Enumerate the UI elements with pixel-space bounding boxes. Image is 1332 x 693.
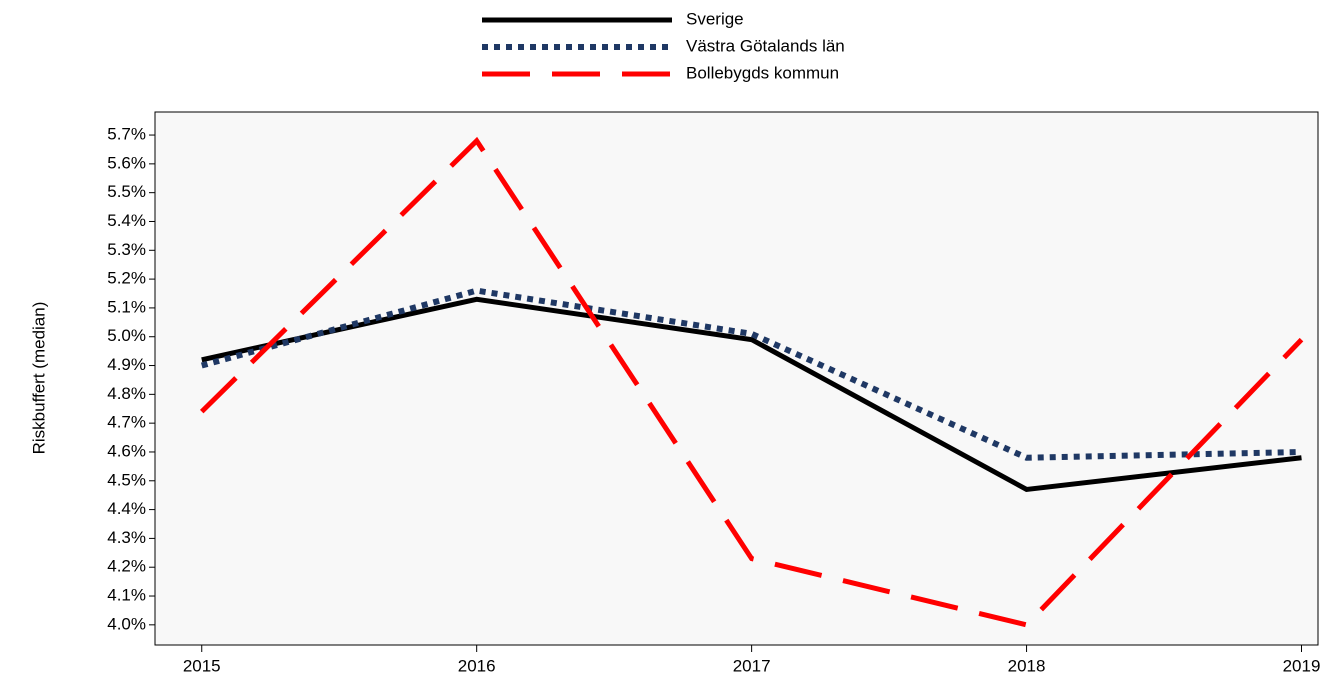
y-tick-label: 5.0% — [107, 326, 146, 345]
x-tick-label: 2017 — [733, 656, 771, 675]
y-tick-label: 4.1% — [107, 586, 146, 605]
y-tick-label: 5.4% — [107, 211, 146, 230]
y-tick-label: 5.6% — [107, 153, 146, 172]
y-tick-label: 4.2% — [107, 557, 146, 576]
y-tick-label: 5.1% — [107, 297, 146, 316]
y-tick-label: 5.7% — [107, 125, 146, 144]
y-tick-label: 5.3% — [107, 240, 146, 259]
x-tick-label: 2018 — [1008, 656, 1046, 675]
y-axis-label: Riskbuffert (median) — [29, 302, 48, 455]
series-line — [199, 136, 1304, 628]
y-tick-label: 4.4% — [107, 499, 146, 518]
y-tick-label: 4.9% — [107, 355, 146, 374]
legend-label: Bollebygds kommun — [686, 63, 839, 82]
series-line — [201, 296, 1302, 492]
y-tick-label: 4.6% — [107, 441, 146, 460]
y-tick-label: 5.5% — [107, 182, 146, 201]
legend-label: Sverige — [686, 9, 744, 28]
y-tick-label: 4.3% — [107, 528, 146, 547]
y-tick-label: 5.2% — [107, 269, 146, 288]
plot-area — [154, 111, 1319, 646]
x-tick-label: 2019 — [1283, 656, 1321, 675]
x-tick-label: 2015 — [183, 656, 221, 675]
x-tick-label: 2016 — [458, 656, 496, 675]
y-tick-label: 4.0% — [107, 614, 146, 633]
y-tick-label: 4.7% — [107, 413, 146, 432]
y-tick-label: 4.8% — [107, 384, 146, 403]
legend-label: Västra Götalands län — [686, 36, 845, 55]
y-tick-label: 4.5% — [107, 470, 146, 489]
